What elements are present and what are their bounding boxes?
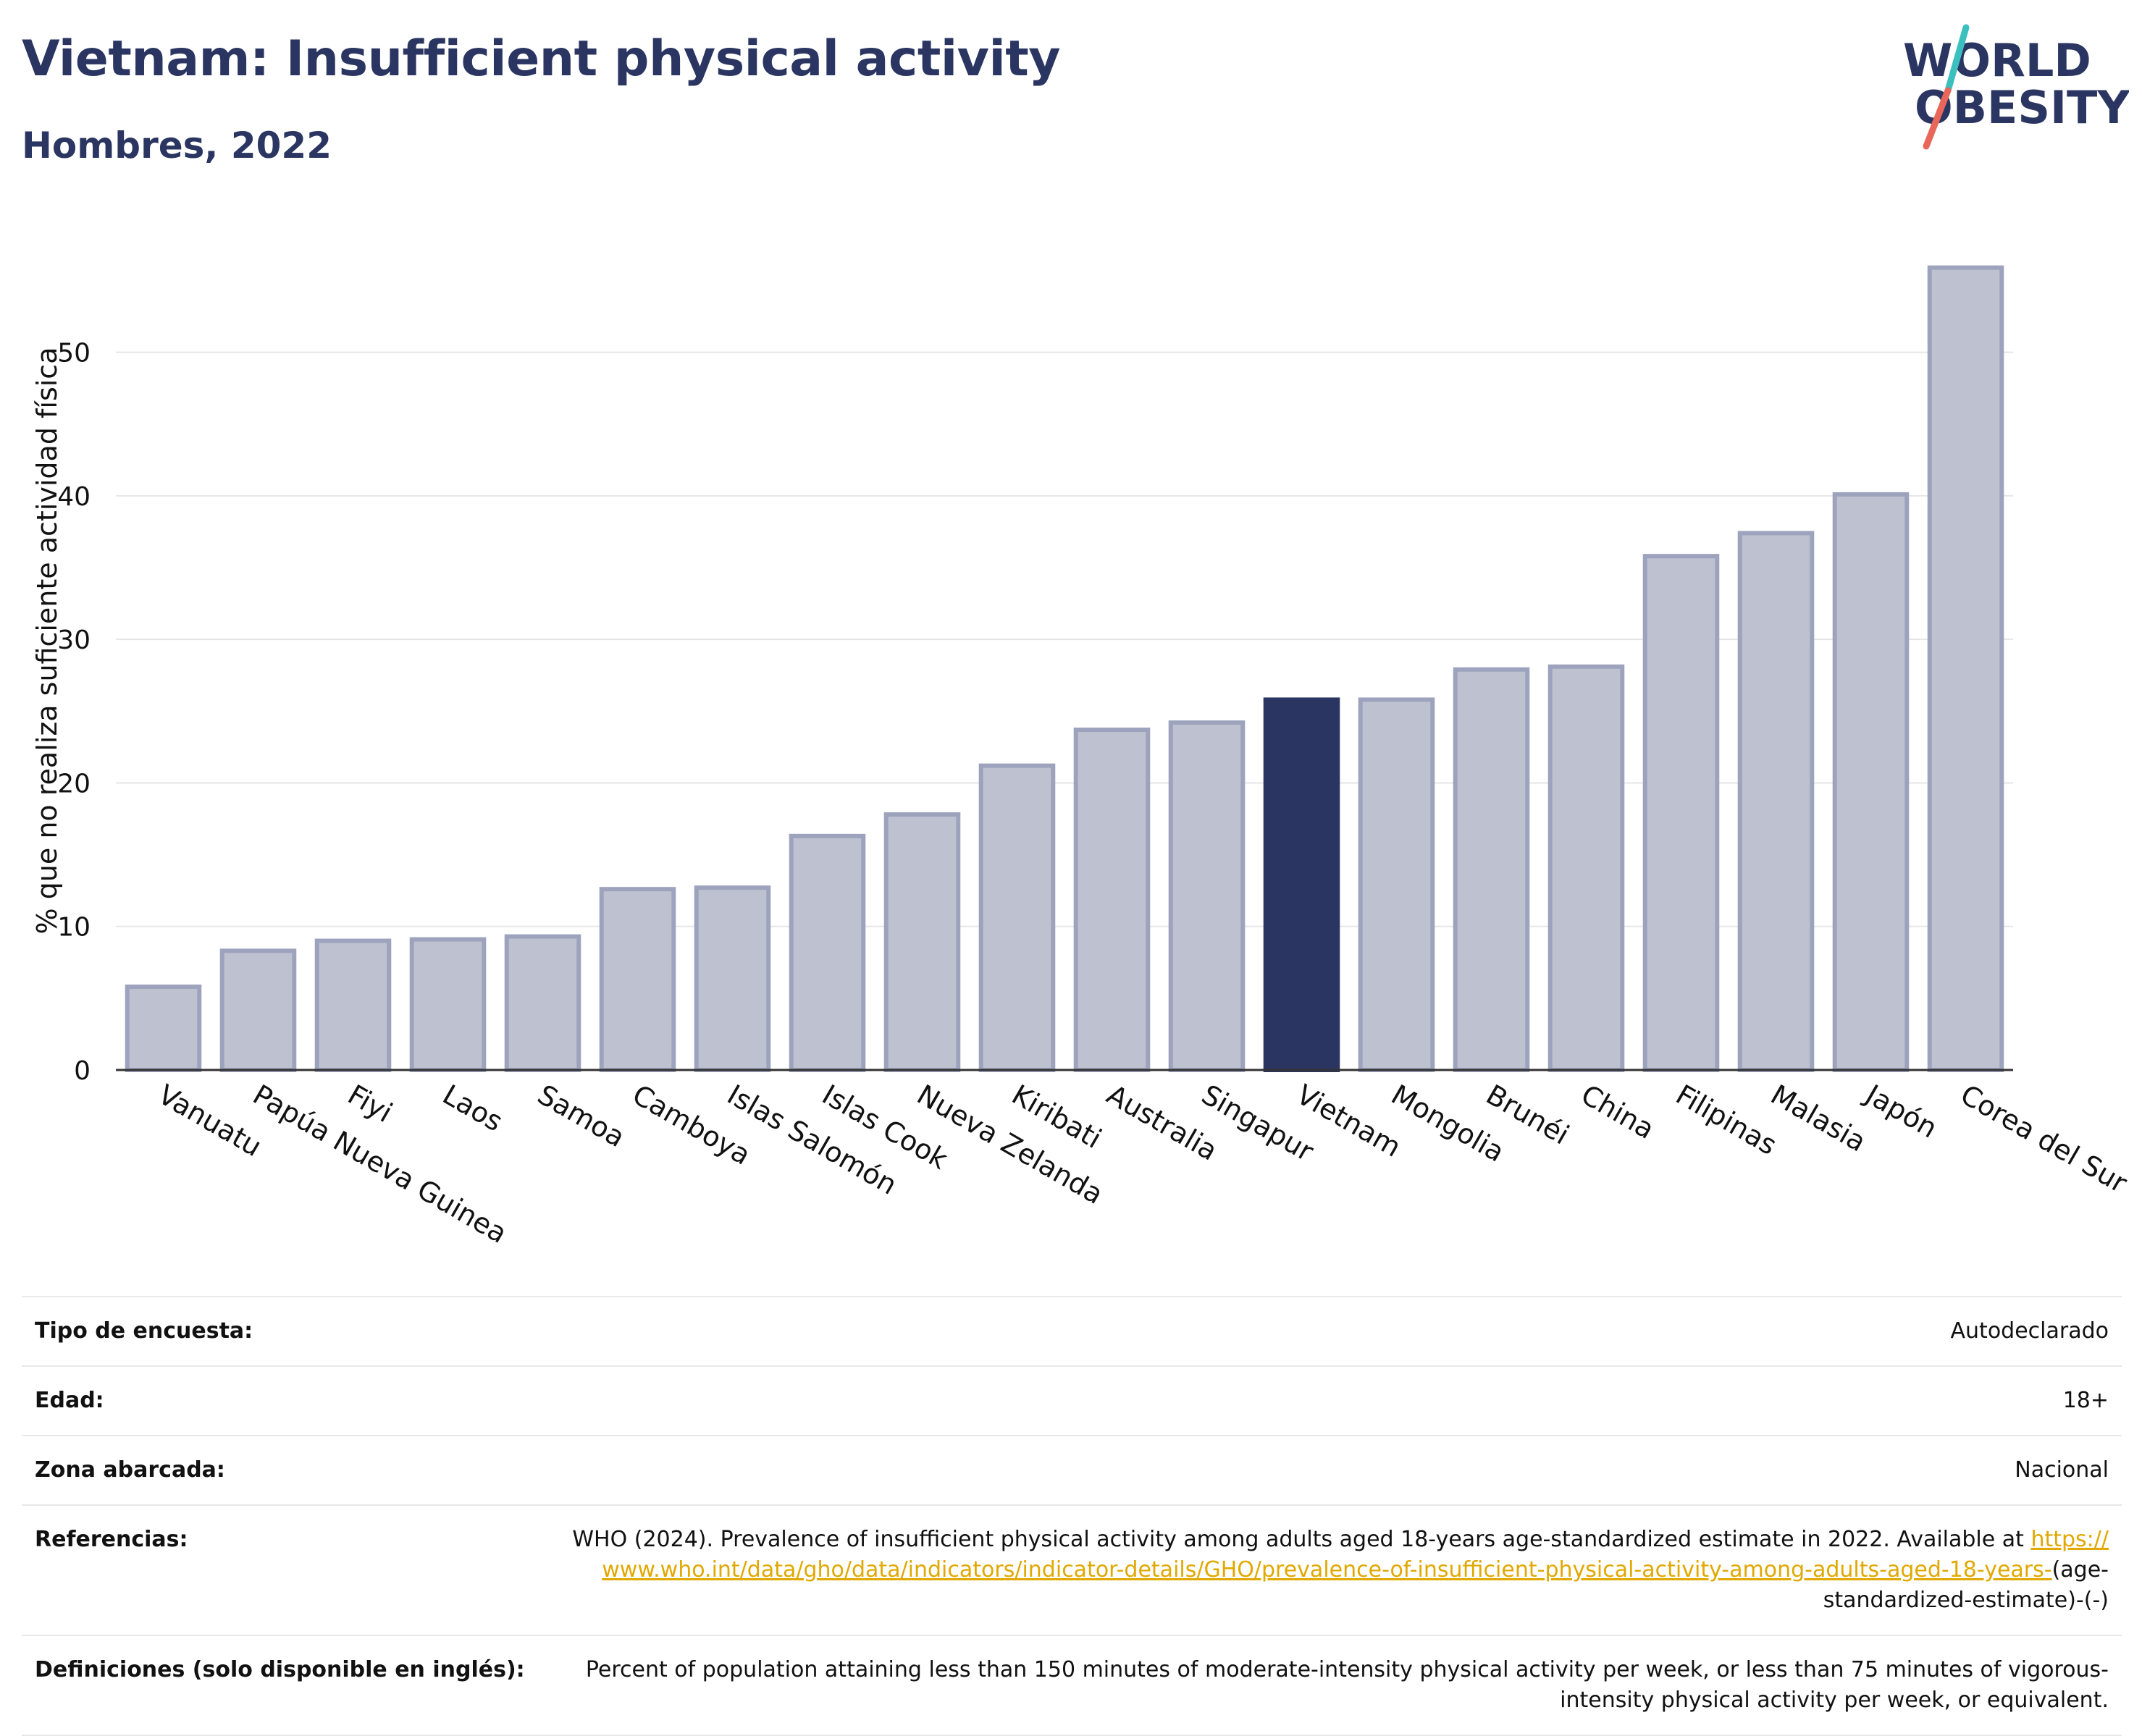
- meta-row-definitions: Definiciones (solo disponible en inglés)…: [22, 1635, 2122, 1736]
- x-tick-label: Corea del Sur: [1955, 1079, 2133, 1200]
- bar-islas-salomón: [694, 885, 771, 1073]
- meta-value: Percent of population attaining less tha…: [555, 1635, 2122, 1736]
- bar-kiribati: [978, 763, 1056, 1072]
- gridlines: [116, 351, 2013, 927]
- metadata-table: Tipo de encuesta: Autodeclarado Edad: 18…: [22, 1296, 2122, 1736]
- x-tick-label: Japón: [1859, 1078, 1942, 1145]
- reference-text: WHO (2024). Prevalence of insufficient p…: [572, 1527, 2024, 1552]
- bar-vanuatu: [125, 985, 202, 1072]
- chart-subtitle: Hombres, 2022: [22, 125, 332, 167]
- reference-link[interactable]: https://www.who.int/data/gho/data/indica…: [602, 1527, 2109, 1583]
- meta-value: Nacional: [555, 1435, 2122, 1505]
- meta-value: 18+: [555, 1365, 2122, 1436]
- bar-camboya: [599, 887, 676, 1072]
- bar-laos: [409, 937, 487, 1072]
- logo-slash-bottom: [1923, 87, 1952, 150]
- chart-title: Vietnam: Insufficient physical activity: [22, 30, 1061, 88]
- x-tick-label: China: [1576, 1079, 1660, 1145]
- logo-slash-top: [1944, 24, 1970, 94]
- bar-fiyi: [314, 938, 392, 1073]
- bar-nueva-zelanda: [883, 812, 961, 1072]
- bar-japón: [1832, 492, 1910, 1072]
- x-tick-label: Filipinas: [1671, 1079, 1782, 1161]
- x-tick-label: Malasia: [1765, 1079, 1871, 1158]
- y-tick-label: 0: [74, 1056, 91, 1086]
- y-axis-label: % que no realiza suficiente actividad fí…: [31, 347, 63, 935]
- meta-key: Tipo de encuesta:: [22, 1296, 555, 1366]
- x-tick-label: Laos: [437, 1079, 508, 1138]
- meta-key: Definiciones (solo disponible en inglés)…: [22, 1635, 555, 1736]
- meta-value: Autodeclarado: [555, 1296, 2122, 1366]
- meta-key: Referencias:: [22, 1504, 555, 1635]
- bar-malasia: [1737, 531, 1815, 1072]
- y-tick-label: 40: [57, 482, 91, 512]
- bar-singapur: [1168, 720, 1246, 1072]
- meta-key: Edad:: [22, 1365, 555, 1436]
- x-tick-label: Samoa: [532, 1079, 630, 1154]
- bar-filipinas: [1642, 554, 1720, 1072]
- bar-mongolia: [1358, 697, 1435, 1073]
- bar-vietnam: [1263, 697, 1340, 1073]
- meta-row-age: Edad: 18+: [22, 1365, 2122, 1436]
- x-tick-label: Vanuatu: [153, 1079, 267, 1163]
- world-obesity-logo: WORLD OBESITY: [1903, 24, 2129, 150]
- y-tick-label: 50: [57, 339, 91, 368]
- bars: [125, 265, 2004, 1073]
- meta-row-coverage: Zona abarcada: Nacional: [22, 1435, 2122, 1505]
- reference-suffix: (age-standardized-estimate)-(-): [1823, 1557, 2109, 1613]
- logo-world-text: WORLD: [1903, 34, 2091, 87]
- y-tick-label: 20: [57, 769, 91, 799]
- bar-australia: [1073, 728, 1151, 1072]
- meta-key: Zona abarcada:: [22, 1435, 555, 1505]
- bar-china: [1547, 664, 1625, 1072]
- meta-row-survey-type: Tipo de encuesta: Autodeclarado: [22, 1296, 2122, 1366]
- bar-islas-cook: [789, 833, 866, 1072]
- meta-row-references: Referencias: WHO (2024). Prevalence of i…: [22, 1504, 2122, 1635]
- meta-value: WHO (2024). Prevalence of insufficient p…: [555, 1504, 2122, 1635]
- x-tick-label: Fiyi: [343, 1079, 398, 1129]
- y-axis-ticks: 0 10 20 30 40 50: [57, 339, 91, 1086]
- bar-corea-del-sur: [1927, 265, 2004, 1072]
- bar-brunéi: [1453, 667, 1530, 1072]
- bar-papúa-nueva-guinea: [219, 948, 297, 1072]
- bar-samoa: [504, 934, 581, 1072]
- y-tick-label: 10: [57, 913, 91, 943]
- y-tick-label: 30: [57, 625, 91, 655]
